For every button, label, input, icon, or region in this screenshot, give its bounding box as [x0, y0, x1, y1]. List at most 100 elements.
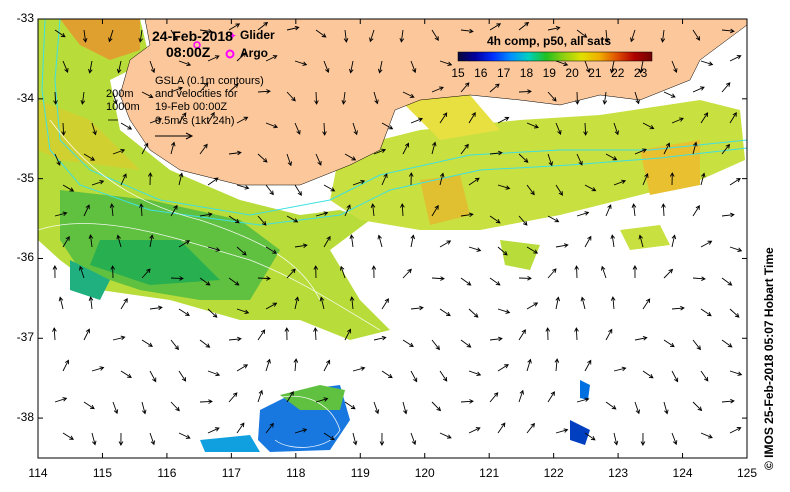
velocity-arrow — [638, 234, 644, 248]
velocity-arrow — [497, 184, 511, 190]
velocity-arrow — [584, 60, 591, 74]
velocity-arrow — [62, 359, 69, 372]
argo-marker — [193, 41, 201, 49]
velocity-arrow — [149, 305, 163, 311]
velocity-arrow — [170, 339, 179, 351]
velocity-arrow — [286, 153, 293, 167]
velocity-arrow — [489, 215, 501, 224]
velocity-arrow — [663, 142, 670, 155]
velocity-arrow — [315, 211, 329, 217]
velocity-arrow — [671, 60, 678, 73]
colorbar-tick-label: 20 — [565, 66, 579, 80]
x-tick-label: 124 — [672, 466, 693, 480]
velocity-arrow — [692, 205, 700, 217]
velocity-arrow — [62, 432, 74, 440]
velocity-arrow — [83, 204, 90, 217]
velocity-arrow — [526, 122, 539, 129]
x-tick-label: 118 — [286, 466, 306, 480]
velocity-arrow — [170, 401, 180, 412]
velocity-arrow — [408, 172, 414, 186]
velocity-arrow — [170, 29, 178, 42]
velocity-arrow — [547, 25, 561, 31]
velocity-arrow — [605, 153, 618, 161]
velocity-arrow — [729, 427, 742, 434]
velocity-arrow — [286, 268, 296, 279]
velocity-arrow — [61, 122, 66, 136]
velocity-arrow — [343, 29, 349, 43]
velocity-arrow — [323, 235, 331, 248]
velocity-arrow — [294, 184, 302, 196]
velocity-arrow — [373, 148, 387, 155]
velocity-arrow — [518, 21, 530, 31]
velocity-arrow — [721, 28, 735, 34]
velocity-arrow — [613, 432, 619, 446]
velocity-arrow — [518, 215, 528, 226]
velocity-arrow — [721, 277, 733, 286]
velocity-arrow — [207, 370, 221, 377]
velocity-arrow — [547, 153, 553, 167]
velocity-arrow — [605, 328, 613, 341]
velocity-arrow — [489, 392, 499, 403]
velocity-arrow — [91, 122, 97, 136]
velocity-arrow — [700, 370, 709, 382]
velocity-arrow — [642, 173, 649, 186]
velocity-arrow — [692, 339, 701, 351]
velocity-arrow — [138, 29, 143, 43]
x-tick-label: 117 — [221, 466, 241, 480]
velocity-arrow — [692, 401, 703, 412]
velocity-arrow — [439, 112, 448, 124]
plot-frame — [37, 18, 748, 459]
x-tick-label: 125 — [736, 466, 758, 480]
velocity-arrow — [692, 276, 706, 282]
velocity-arrow — [402, 268, 412, 279]
velocity-arrow — [489, 150, 503, 156]
velocity-arrow — [526, 422, 535, 434]
velocity-arrow — [663, 268, 674, 279]
velocity-arrow — [584, 359, 592, 372]
velocity-arrow — [381, 370, 393, 379]
velocity-arrow — [640, 432, 646, 446]
velocity-arrow — [53, 91, 58, 105]
velocity-arrow — [489, 83, 500, 93]
velocity-arrow — [322, 122, 327, 136]
velocity-arrow — [108, 29, 114, 43]
velocity-arrow — [120, 370, 132, 378]
velocity-arrow — [344, 204, 351, 217]
velocity-arrow — [141, 91, 154, 99]
velocity-arrow — [468, 427, 481, 434]
velocity-arrow — [228, 336, 242, 342]
velocity-arrow — [265, 246, 278, 254]
velocity-arrow — [609, 60, 615, 74]
velocity-arrow — [294, 122, 301, 135]
velocity-arrow — [555, 60, 569, 67]
velocity-arrow — [323, 432, 335, 441]
x-tick-label: 116 — [157, 466, 177, 480]
velocity-arrow — [489, 23, 502, 31]
velocity-arrow — [663, 401, 669, 415]
velocity-arrow — [721, 339, 733, 348]
velocity-arrow — [286, 25, 300, 31]
velocity-arrow — [228, 277, 240, 286]
velocity-arrow — [399, 29, 405, 43]
velocity-arrow — [265, 358, 271, 372]
velocity-arrow — [286, 91, 296, 102]
velocity-arrow — [373, 91, 379, 105]
velocity-arrow — [228, 23, 241, 31]
velocity-arrow — [139, 203, 144, 217]
velocity-arrow — [518, 275, 532, 281]
velocity-arrow — [642, 122, 655, 130]
velocity-arrow — [692, 86, 705, 93]
velocity-arrow — [207, 427, 220, 434]
velocity-arrow — [460, 339, 472, 348]
velocity-arrow — [236, 116, 249, 124]
gsla-line-3: 19-Feb 00:00Z — [155, 101, 228, 113]
velocity-arrow — [314, 91, 319, 105]
velocity-arrow — [554, 358, 560, 372]
velocity-arrow — [286, 215, 299, 223]
colorbar-tick-label: 19 — [542, 66, 556, 80]
velocity-arrow — [604, 29, 610, 43]
colorbar-tick-label: 17 — [496, 66, 511, 80]
velocity-arrow — [352, 122, 358, 136]
velocity-arrow — [344, 328, 352, 341]
